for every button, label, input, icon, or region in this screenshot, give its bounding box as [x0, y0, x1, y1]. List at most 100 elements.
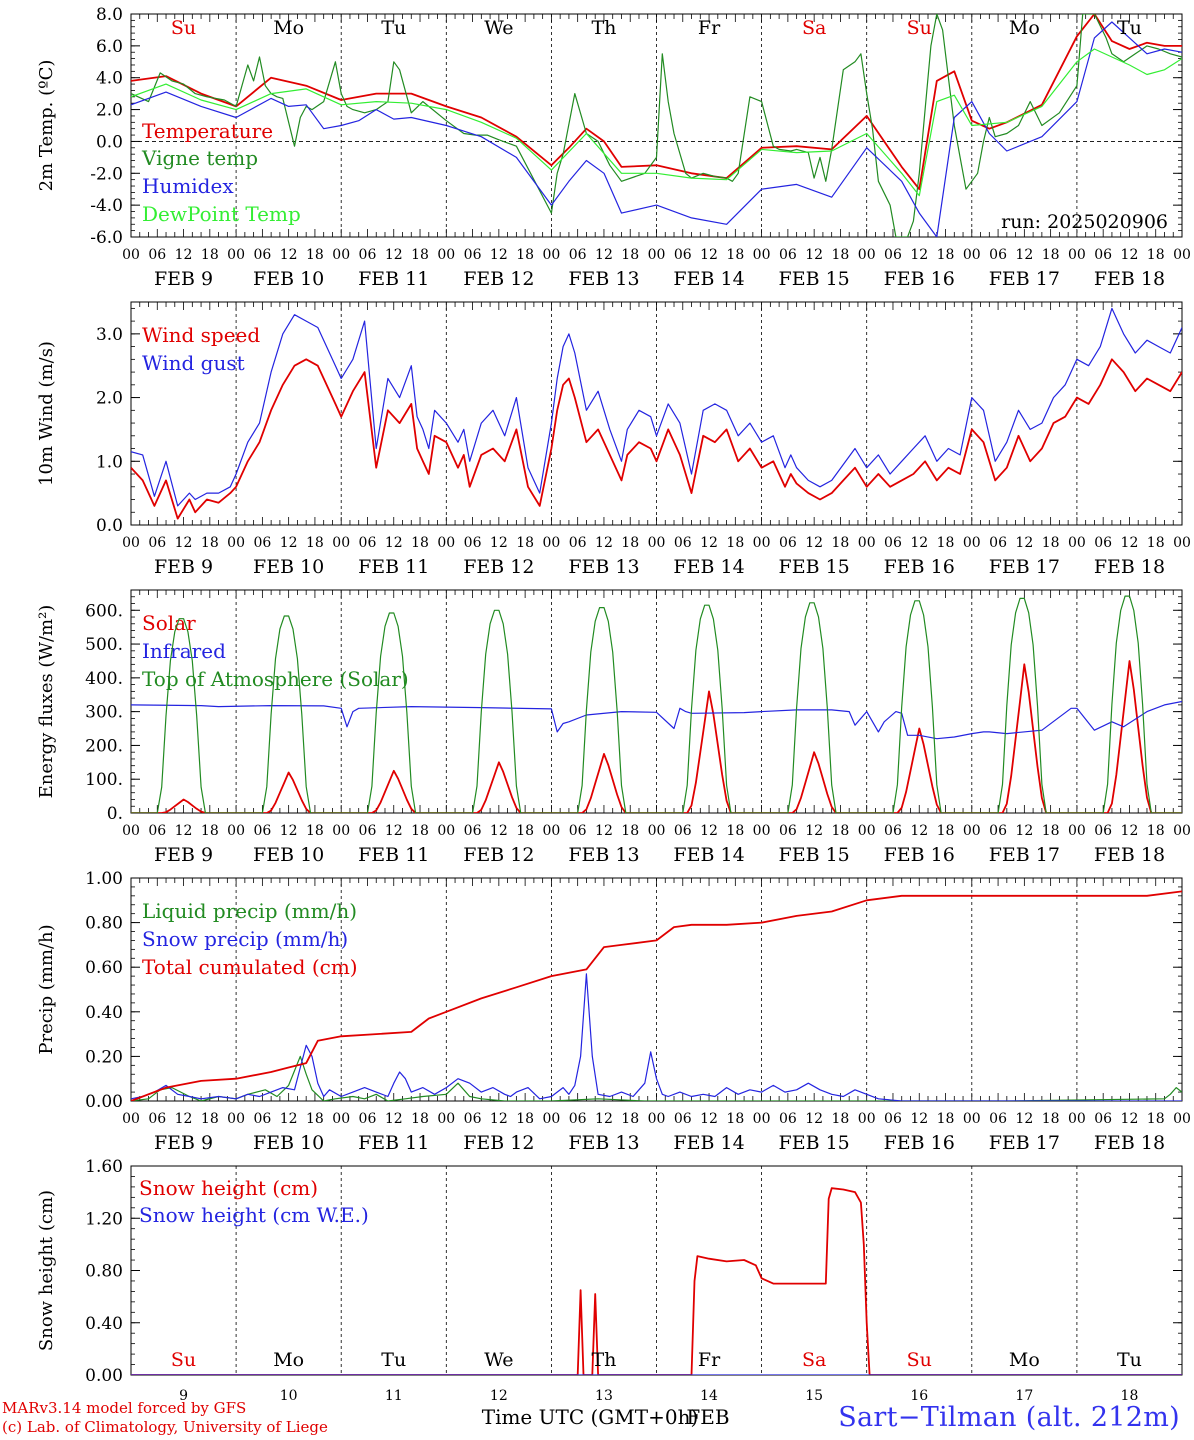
hour-tick-label: 06	[779, 823, 797, 839]
hour-tick-label: 18	[1147, 247, 1165, 263]
hour-tick-label: 00	[753, 1111, 771, 1127]
date-label: FEB 12	[463, 556, 534, 578]
hour-tick-label: 12	[1121, 247, 1139, 263]
hour-tick-label: 12	[700, 1111, 718, 1127]
hour-tick-label: 12	[1015, 823, 1033, 839]
date-label: FEB 11	[358, 844, 429, 866]
date-label: FEB 12	[463, 1132, 534, 1154]
hour-tick-label: 00	[1173, 247, 1191, 263]
y-tick-label: 2.0	[96, 389, 123, 409]
legend-entry: Wind speed	[142, 323, 260, 347]
legend-entry: Snow precip (mm/h)	[142, 927, 348, 951]
legend-entry: Snow height (cm W.E.)	[139, 1203, 369, 1227]
legend-entry: Vigne temp	[141, 146, 258, 170]
hour-tick-label: 00	[122, 823, 140, 839]
hour-tick-label: 06	[779, 1111, 797, 1127]
hour-tick-label: 00	[437, 535, 455, 551]
y-tick-label: 0.00	[85, 1092, 123, 1112]
hour-tick-label: 00	[963, 823, 981, 839]
y-tick-label: -6.0	[90, 228, 123, 248]
y-axis-title: Energy fluxes (W/m²)	[36, 605, 57, 799]
date-label: FEB 9	[154, 844, 213, 866]
hour-tick-label: 12	[910, 1111, 928, 1127]
hour-tick-label: 06	[464, 1111, 482, 1127]
hour-tick-label: 06	[884, 823, 902, 839]
panel-frame	[130, 589, 1183, 814]
hour-tick-label: 18	[201, 247, 219, 263]
y-tick-label: 0.0	[96, 132, 123, 152]
date-label: FEB 15	[779, 1132, 850, 1154]
hour-tick-label: 06	[148, 1111, 166, 1127]
day-number-label: 15	[805, 1388, 823, 1404]
weekday-label: Su	[907, 1349, 932, 1371]
hour-tick-label: 06	[989, 823, 1007, 839]
weekday-label: We	[484, 17, 513, 39]
hour-tick-label: 06	[253, 823, 271, 839]
hour-tick-label: 06	[1094, 247, 1112, 263]
panel-1: -6.0 -4.0 -2.0 0.0 2.0 4.0 6.0 8.0 2m Temp. (ºC)…	[36, 5, 1191, 290]
series-line-top-of-atmosphere-solar-	[131, 595, 1182, 813]
hour-tick-label: 18	[1042, 1111, 1060, 1127]
hour-tick-label: 12	[1121, 823, 1139, 839]
date-label: FEB 13	[568, 268, 639, 290]
y-tick-label: 300.	[85, 703, 123, 723]
hour-tick-label: 06	[569, 1111, 587, 1127]
date-label: FEB 13	[568, 556, 639, 578]
hour-tick-label: 18	[621, 1111, 639, 1127]
legend-entry: Liquid precip (mm/h)	[142, 899, 357, 923]
hour-tick-label: 12	[700, 535, 718, 551]
hour-tick-label: 18	[1147, 823, 1165, 839]
hour-tick-label: 18	[621, 823, 639, 839]
date-label: FEB 18	[1094, 1132, 1165, 1154]
hour-tick-label: 06	[569, 823, 587, 839]
hour-tick-label: 06	[989, 247, 1007, 263]
hour-tick-label: 18	[411, 247, 429, 263]
panel-frame	[130, 301, 1183, 526]
weekday-label: Fr	[698, 17, 721, 39]
hour-tick-label: 00	[542, 1111, 560, 1127]
hour-tick-label: 00	[963, 247, 981, 263]
date-label: FEB 15	[779, 268, 850, 290]
hour-tick-label: 00	[1068, 535, 1086, 551]
hour-tick-label: 18	[1042, 823, 1060, 839]
hour-tick-label: 18	[937, 247, 955, 263]
hour-tick-label: 06	[884, 1111, 902, 1127]
hour-tick-label: 00	[648, 1111, 666, 1127]
hour-tick-label: 00	[1068, 823, 1086, 839]
hour-tick-label: 00	[332, 823, 350, 839]
date-label: FEB 13	[568, 1132, 639, 1154]
y-tick-label: 0.	[107, 804, 123, 824]
hour-tick-label: 00	[1173, 535, 1191, 551]
weekday-label: Th	[591, 17, 616, 39]
date-label: FEB 9	[154, 556, 213, 578]
y-axis-title: 10m Wind (m/s)	[36, 341, 57, 486]
panel-4: 0.00 0.20 0.40 0.60 0.80 1.00 Precip (mm/h) Liq…	[36, 869, 1191, 1154]
hour-tick-label: 18	[832, 247, 850, 263]
hour-tick-label: 18	[937, 823, 955, 839]
day-number-label: 11	[385, 1388, 403, 1404]
y-tick-label: 200.	[85, 736, 123, 756]
day-number-label: 14	[700, 1388, 718, 1404]
y-tick-label: -4.0	[90, 196, 123, 216]
station-label: Sart−Tilman (alt. 212m)	[838, 1402, 1180, 1433]
hour-tick-label: 06	[148, 823, 166, 839]
y-tick-label: 0.40	[85, 1003, 123, 1023]
hour-tick-label: 12	[595, 535, 613, 551]
date-label: FEB 16	[884, 268, 955, 290]
y-tick-label: 8.0	[96, 5, 123, 25]
hour-tick-label: 18	[726, 535, 744, 551]
hour-tick-label: 00	[753, 823, 771, 839]
date-label: FEB 9	[154, 268, 213, 290]
hour-tick-label: 06	[464, 247, 482, 263]
hour-tick-label: 12	[1121, 535, 1139, 551]
hour-tick-label: 00	[332, 247, 350, 263]
hour-tick-label: 18	[411, 823, 429, 839]
x-axis-month: FEB	[686, 1405, 729, 1429]
x-axis-title: Time UTC (GMT+0h)	[482, 1405, 699, 1429]
hour-tick-label: 06	[253, 535, 271, 551]
hour-tick-label: 00	[753, 535, 771, 551]
hour-tick-label: 18	[411, 1111, 429, 1127]
y-tick-label: 600.	[85, 601, 123, 621]
day-number-label: 18	[1121, 1388, 1139, 1404]
hour-tick-label: 12	[385, 247, 403, 263]
